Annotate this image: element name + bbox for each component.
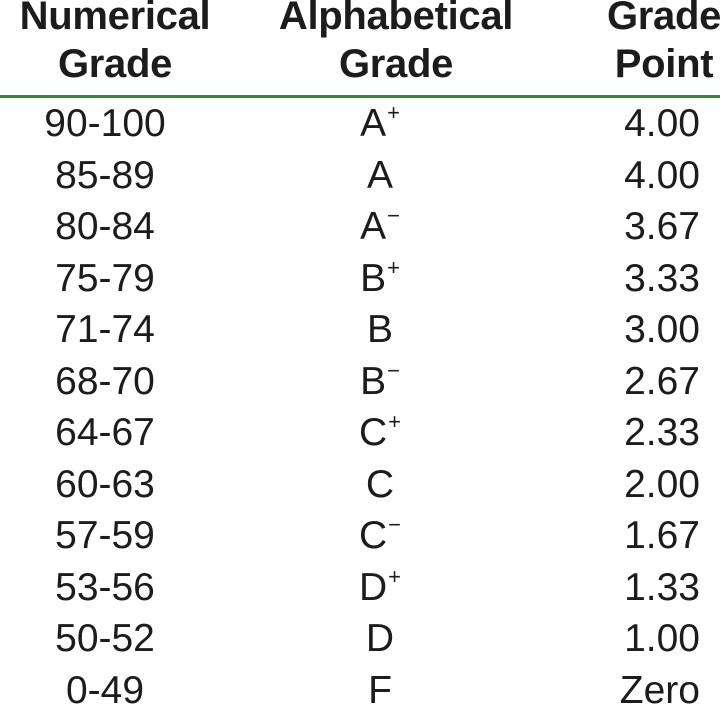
alphabetical-grade-cell: A− <box>352 201 408 257</box>
alphabetical-grade-cell: B+ <box>352 253 408 309</box>
grade-modifier: − <box>387 357 400 383</box>
grade-point-cell: Zero <box>619 668 700 712</box>
grade-letter: F <box>368 668 392 712</box>
grade-letter: C <box>358 411 388 454</box>
grade-point-cell: 1.67 <box>624 514 700 557</box>
grade-point-cell: 2.00 <box>624 462 700 506</box>
grade-point-cell: 4.00 <box>624 153 700 197</box>
header-rule <box>0 95 720 98</box>
alphabetical-grade-cell: D+ <box>352 562 408 618</box>
alphabetical-grade-cell: B− <box>352 356 408 412</box>
header-alphabetical-grade: Alphabetical Grade <box>278 0 514 86</box>
grade-point-cell: 2.67 <box>624 359 700 403</box>
grade-point-cell: 3.33 <box>624 256 700 300</box>
header-numerical-grade: Numerical Grade <box>19 0 211 86</box>
grade-letter: A <box>366 153 393 197</box>
alphabetical-grade-cell: A+ <box>352 98 408 154</box>
table-row: 0-49 F Zero <box>0 665 720 716</box>
grade-modifier: − <box>387 203 400 228</box>
table-header: Numerical Grade Alphabetical Grade Grade… <box>0 0 720 96</box>
table-row: 53-56 D+ 1.33 <box>0 562 720 613</box>
grade-point-cell: 4.00 <box>624 102 700 145</box>
numerical-grade-cell: 53-56 <box>55 565 155 609</box>
alphabetical-grade-cell: C <box>352 459 408 510</box>
grade-letter: B <box>366 308 393 351</box>
grade-modifier: + <box>387 254 400 280</box>
grade-point-cell: 1.00 <box>624 617 700 660</box>
alphabetical-grade-cell: D <box>352 613 408 664</box>
table-row: 80-84 A− 3.67 <box>0 201 720 252</box>
alphabetical-grade-cell: C+ <box>352 407 408 463</box>
table-row: 71-74 B 3.00 <box>0 304 720 355</box>
grade-letter: B <box>360 359 387 403</box>
grade-letter: C <box>358 514 388 557</box>
header-grade-point: Grade Point <box>606 0 720 86</box>
numerical-grade-cell: 50-52 <box>55 617 155 660</box>
table-row: 57-59 C− 1.67 <box>0 510 720 561</box>
table-row: 90-100 A+ 4.00 <box>0 98 720 149</box>
numerical-grade-cell: 64-67 <box>55 411 155 454</box>
grade-point-cell: 1.33 <box>624 565 700 609</box>
numerical-grade-cell: 57-59 <box>55 514 155 557</box>
alphabetical-grade-cell: F <box>352 665 408 716</box>
numerical-grade-cell: 85-89 <box>55 153 155 197</box>
grade-point-cell: 3.00 <box>624 308 700 351</box>
grade-modifier: − <box>388 512 402 537</box>
grade-point-cell: 3.67 <box>624 205 700 248</box>
grade-letter: C <box>365 462 395 506</box>
numerical-grade-cell: 75-79 <box>55 256 155 300</box>
grade-letter: D <box>358 565 388 609</box>
grade-letter: B <box>360 256 387 300</box>
alphabetical-grade-cell: C− <box>352 510 408 566</box>
grade-modifier: + <box>387 100 400 125</box>
alphabetical-grade-cell: A <box>352 150 408 201</box>
table-row: 64-67 C+ 2.33 <box>0 407 720 458</box>
grade-point-cell: 2.33 <box>624 411 700 454</box>
table-row: 75-79 B+ 3.33 <box>0 253 720 304</box>
table-row: 50-52 D 1.00 <box>0 613 720 664</box>
grade-letter: D <box>365 617 395 660</box>
alphabetical-grade-cell: B <box>352 304 408 355</box>
numerical-grade-cell: 68-70 <box>55 359 155 403</box>
numerical-grade-cell: 90-100 <box>44 102 166 145</box>
table-row: 60-63 C 2.00 <box>0 459 720 510</box>
numerical-grade-cell: 0-49 <box>65 668 145 712</box>
table-row: 68-70 B− 2.67 <box>0 356 720 407</box>
grade-letter: A <box>360 102 387 145</box>
grade-modifier: + <box>388 409 402 434</box>
numerical-grade-cell: 71-74 <box>55 308 155 351</box>
table-row: 85-89 A 4.00 <box>0 150 720 201</box>
grade-modifier: + <box>388 563 402 589</box>
numerical-grade-cell: 60-63 <box>55 462 155 506</box>
numerical-grade-cell: 80-84 <box>55 205 155 248</box>
grade-letter: A <box>360 205 387 248</box>
